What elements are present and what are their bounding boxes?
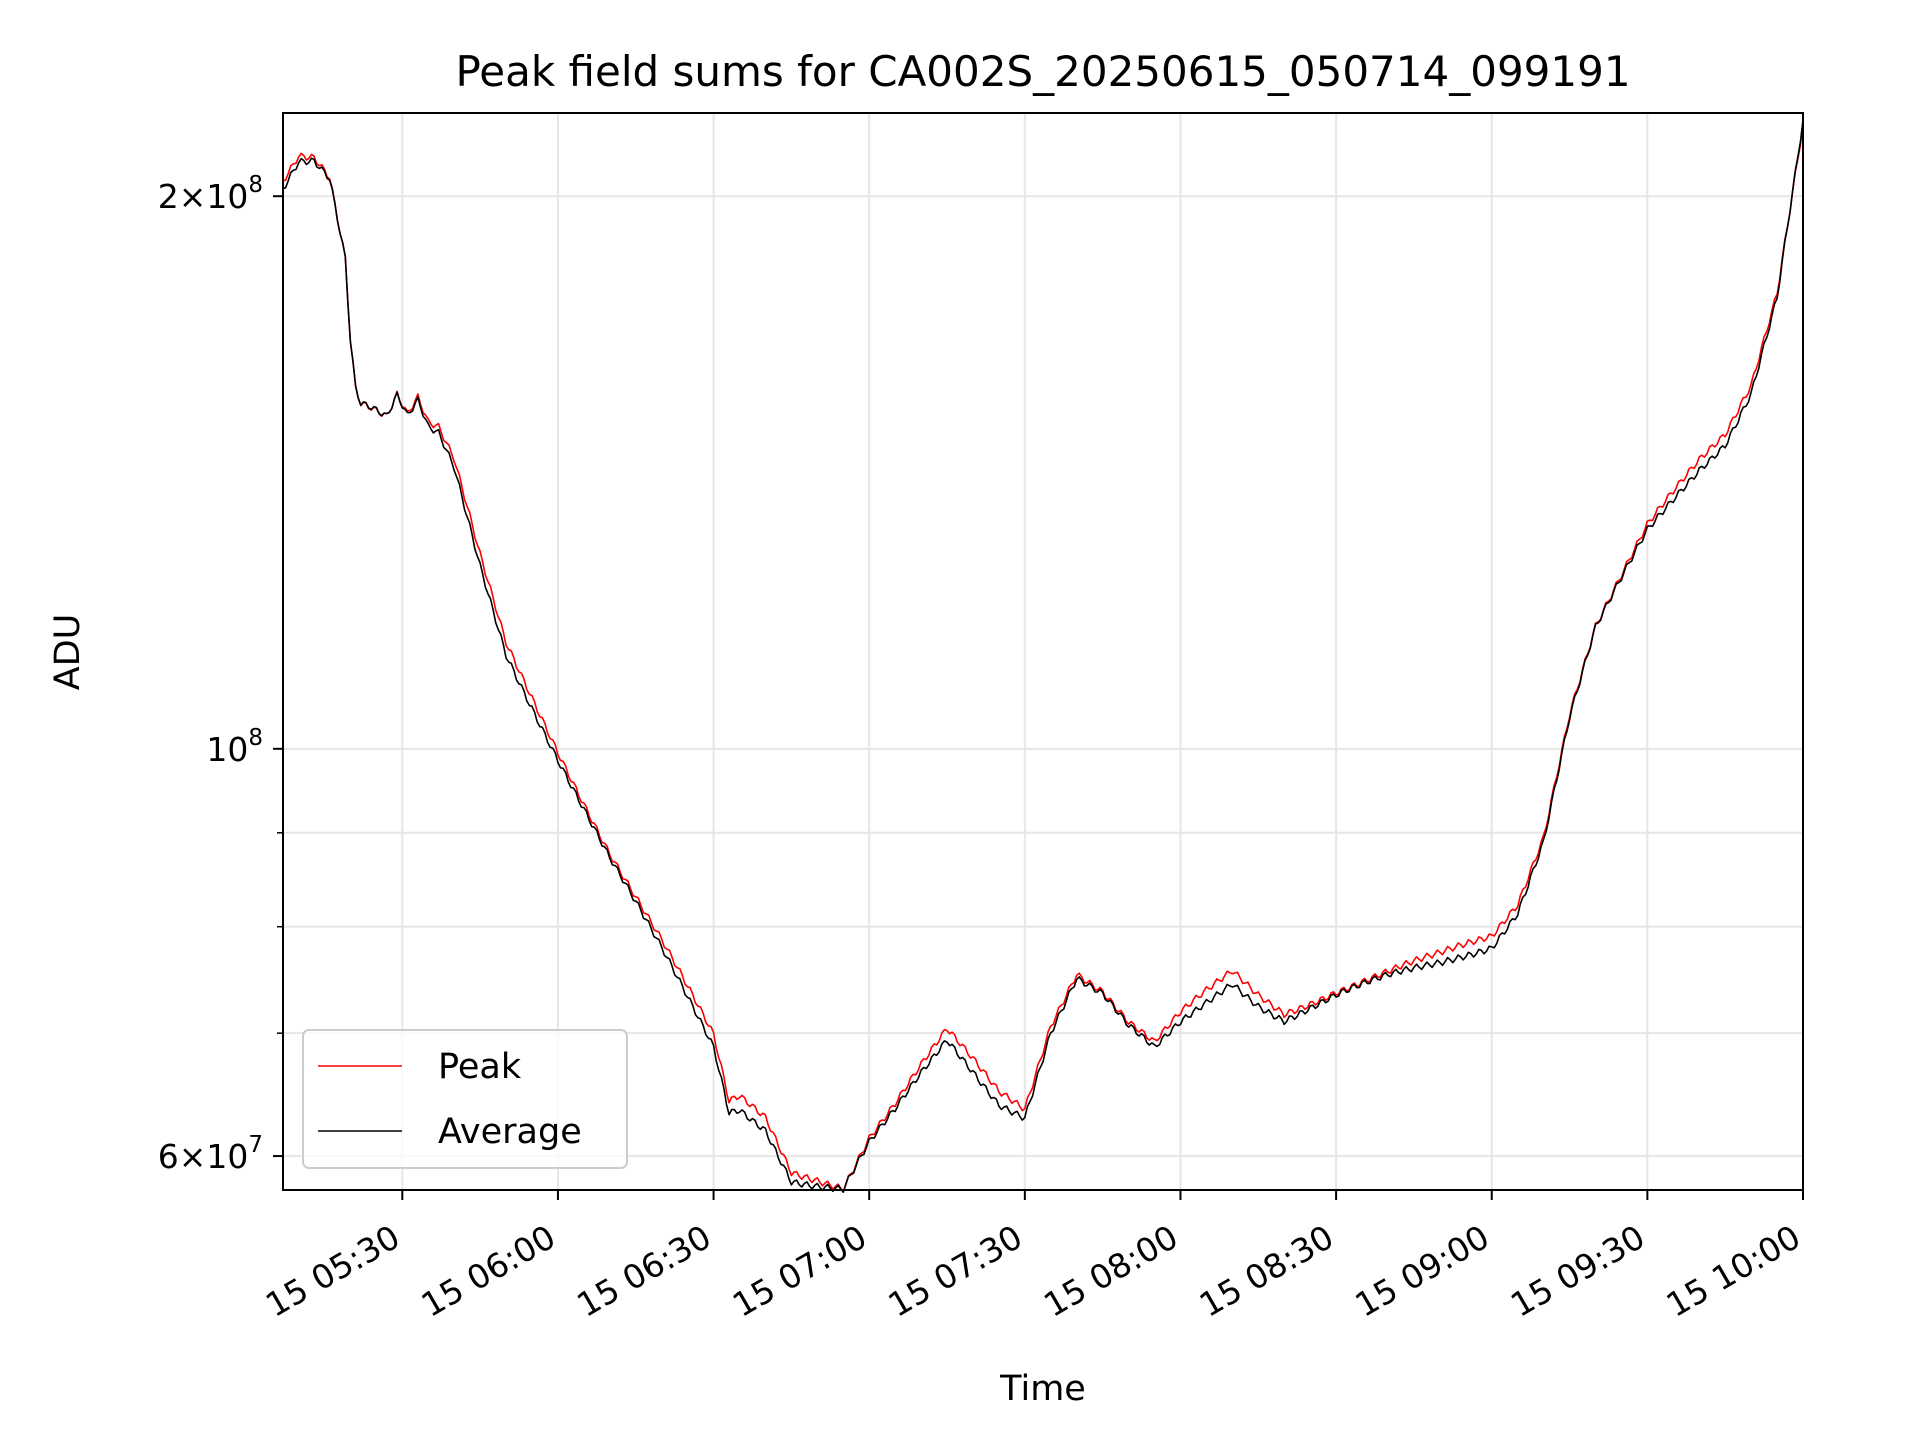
y-tick-base: 2×10 [158, 177, 249, 216]
plot-frame [282, 112, 1804, 1191]
y-tick-label: 2×108 [158, 172, 263, 216]
y-tick-label: 108 [206, 725, 263, 769]
legend-box [302, 1029, 628, 1169]
y-tick-exponent: 8 [248, 172, 263, 198]
y-axis-label: ADU [48, 614, 88, 691]
chart-title: Peak field sums for CA002S_20250615_0507… [455, 47, 1630, 96]
y-tick-base: 6×10 [158, 1137, 249, 1176]
y-tick-label: 6×107 [158, 1132, 263, 1176]
legend: Peak Average [302, 1029, 628, 1169]
legend-average-label: Average [438, 1112, 582, 1152]
y-tick-exponent: 8 [248, 725, 263, 751]
series-line-average [282, 120, 1804, 1193]
legend-peak-label: Peak [438, 1047, 522, 1087]
x-axis-label: Time [999, 1369, 1086, 1409]
y-tick-base: 10 [206, 730, 248, 769]
series-group [282, 120, 1804, 1193]
y-tick-exponent: 7 [248, 1132, 263, 1158]
